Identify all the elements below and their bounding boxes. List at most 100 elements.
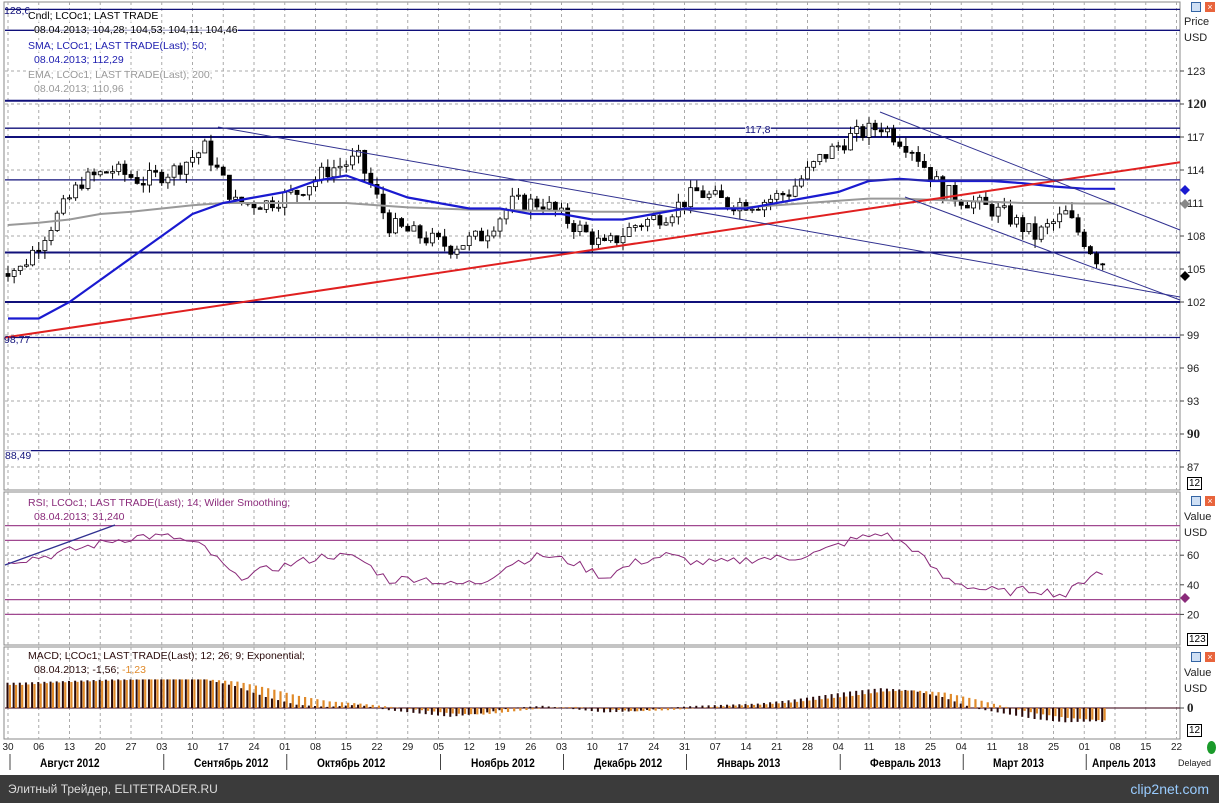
candle-body bbox=[872, 122, 878, 131]
macd-bar bbox=[1027, 708, 1030, 718]
signal-bar bbox=[211, 679, 214, 708]
price-tick-label: 93 bbox=[1187, 396, 1199, 408]
signal-bar bbox=[513, 708, 516, 712]
candle-body bbox=[1063, 210, 1069, 215]
signal-bar bbox=[445, 708, 448, 713]
close-price-pane-button[interactable]: × bbox=[1205, 2, 1215, 12]
macd-bar bbox=[1070, 708, 1073, 723]
candle-body bbox=[805, 166, 810, 180]
signal-bar bbox=[51, 682, 55, 708]
price-scale-box[interactable]: 12 bbox=[1187, 477, 1203, 490]
x-tick-label: 15 bbox=[341, 742, 353, 753]
signal-bar bbox=[636, 708, 639, 712]
maximize-rsi-pane-button[interactable] bbox=[1191, 496, 1201, 506]
x-tick-label: 20 bbox=[95, 742, 107, 753]
rsi-scale-box[interactable]: 123 bbox=[1187, 633, 1208, 646]
sma-legend: SMA; LCOc1; LAST TRADE(Last); 50; bbox=[28, 40, 207, 52]
signal-bar bbox=[525, 708, 528, 710]
candle-body bbox=[798, 178, 804, 187]
macd-bar bbox=[326, 706, 329, 708]
x-tick-label: 03 bbox=[156, 742, 168, 753]
signal-bar bbox=[131, 679, 134, 708]
macd-bar bbox=[357, 704, 360, 708]
signal-bar bbox=[224, 680, 227, 708]
signal-bar bbox=[463, 708, 467, 714]
candle-body bbox=[30, 249, 36, 266]
signal-bar bbox=[931, 691, 934, 708]
candle-body bbox=[177, 165, 183, 175]
x-tick-label: 28 bbox=[802, 742, 814, 753]
macd-bar bbox=[929, 694, 931, 708]
candle-body bbox=[651, 215, 657, 220]
macd-bar bbox=[572, 708, 575, 710]
close-rsi-pane-button[interactable]: × bbox=[1205, 496, 1215, 506]
candle-body bbox=[583, 224, 589, 233]
signal-bar bbox=[254, 685, 257, 708]
macd-bar bbox=[578, 708, 581, 710]
candle-body bbox=[436, 232, 441, 238]
x-tick-label: 01 bbox=[279, 742, 291, 753]
macd-bar bbox=[418, 708, 421, 714]
macd-scale-box[interactable]: 12 bbox=[1187, 724, 1203, 737]
signal-bar bbox=[242, 682, 245, 708]
candle-body bbox=[620, 236, 626, 244]
candle-body bbox=[226, 174, 232, 200]
month-label: Апрель 2013 bbox=[1092, 756, 1156, 770]
chart-canvas[interactable]: 30 06 13 20 27 03 10 17 24 01 08 15 22 29 05 12 19 26 03 10… bbox=[0, 0, 1219, 775]
signal-bar bbox=[832, 697, 836, 708]
signal-bar bbox=[562, 707, 565, 708]
candle-body bbox=[1075, 217, 1081, 233]
macd-bar bbox=[978, 708, 981, 710]
candle-body bbox=[349, 155, 355, 166]
signal-bar bbox=[716, 706, 719, 708]
signal-bar bbox=[230, 681, 233, 708]
macd-bar bbox=[855, 690, 858, 708]
candle-body bbox=[122, 163, 128, 175]
macd-bar bbox=[590, 708, 593, 712]
macd-bar bbox=[135, 679, 138, 708]
macd-bar bbox=[707, 705, 710, 708]
candle-body bbox=[479, 230, 484, 242]
macd-legend-values: 08.04.2013; -1,56; bbox=[34, 664, 120, 676]
x-tick-label: 30 bbox=[2, 742, 14, 753]
signal-bar bbox=[236, 681, 239, 708]
candle-body bbox=[860, 126, 866, 138]
signal-bar bbox=[328, 701, 331, 708]
candle-body bbox=[1100, 263, 1106, 266]
signal-bar bbox=[765, 704, 768, 708]
price-tick-label: 87 bbox=[1187, 462, 1199, 474]
macd-bar bbox=[996, 708, 999, 713]
signal-bar bbox=[851, 695, 854, 708]
rsi-line bbox=[7, 532, 1103, 598]
candle-body bbox=[202, 140, 208, 154]
x-tick-label: 25 bbox=[925, 742, 937, 753]
signal-bar bbox=[728, 705, 731, 708]
ema-marker-icon bbox=[1180, 199, 1190, 209]
signal-bar bbox=[746, 705, 749, 708]
candle-body bbox=[36, 249, 42, 252]
macd-bar bbox=[191, 679, 193, 708]
status-indicator-icon bbox=[1207, 741, 1216, 754]
signal-bar bbox=[107, 680, 110, 708]
macd-bar bbox=[381, 708, 384, 710]
macd-bar bbox=[283, 701, 286, 708]
maximize-macd-pane-button[interactable] bbox=[1191, 652, 1201, 662]
x-tick-label: 18 bbox=[894, 742, 906, 753]
macd-bar bbox=[363, 705, 366, 708]
macd-bar bbox=[480, 708, 483, 714]
price-tick-label: 114 bbox=[1187, 165, 1205, 177]
signal-bar bbox=[734, 705, 737, 708]
candle-body bbox=[17, 265, 23, 271]
macd-bar bbox=[713, 705, 716, 708]
macd-bar bbox=[301, 705, 304, 708]
signal-bar bbox=[820, 699, 823, 708]
signal-bar bbox=[285, 692, 288, 708]
channel-upper-line bbox=[879, 111, 1181, 231]
candle-body bbox=[485, 235, 491, 242]
close-macd-pane-button[interactable]: × bbox=[1205, 652, 1215, 662]
candle-body bbox=[626, 226, 632, 237]
signal-bar bbox=[113, 680, 116, 708]
signal-bar bbox=[457, 708, 460, 714]
macd-bar bbox=[221, 683, 224, 708]
maximize-price-pane-button[interactable] bbox=[1191, 2, 1201, 12]
